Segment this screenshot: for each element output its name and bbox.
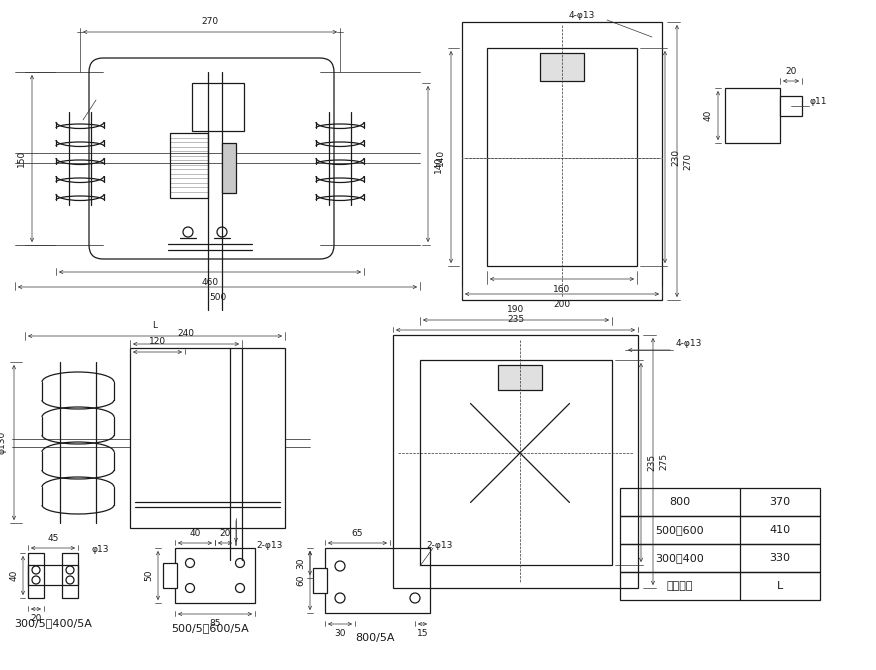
Circle shape (200, 94, 204, 100)
Text: 500: 500 (208, 293, 226, 302)
Text: 330: 330 (769, 553, 790, 563)
Text: 120: 120 (149, 337, 166, 346)
Text: φ13: φ13 (91, 545, 109, 555)
Circle shape (472, 34, 476, 36)
Text: 65: 65 (352, 529, 364, 538)
Text: 410: 410 (769, 525, 790, 535)
Bar (462, 22, 662, 300)
Text: 30: 30 (335, 629, 346, 638)
Text: 200: 200 (554, 300, 570, 309)
Bar (725, 88, 780, 143)
Bar (28, 553, 44, 598)
Bar (192, 83, 244, 131)
FancyBboxPatch shape (89, 58, 334, 259)
Bar (170, 133, 208, 198)
Text: L: L (777, 581, 783, 591)
Text: 190: 190 (507, 305, 525, 314)
Bar (498, 365, 542, 390)
Text: φ11: φ11 (810, 96, 828, 105)
Bar (620, 516, 820, 544)
Text: 270: 270 (201, 17, 219, 26)
Bar (28, 565, 78, 585)
Text: 15: 15 (417, 629, 428, 638)
Bar (325, 548, 430, 613)
Text: 235: 235 (507, 315, 524, 324)
Text: 40: 40 (10, 570, 19, 581)
Text: 370: 370 (769, 497, 790, 507)
Circle shape (621, 348, 625, 352)
Text: 230: 230 (671, 149, 680, 165)
Text: 240: 240 (178, 329, 194, 338)
Text: 150: 150 (17, 150, 26, 167)
Bar (420, 360, 612, 565)
Bar (487, 48, 637, 266)
Text: 20: 20 (219, 529, 230, 538)
Circle shape (648, 285, 652, 289)
Text: 270: 270 (683, 153, 692, 170)
Bar (130, 348, 285, 528)
Circle shape (406, 348, 410, 352)
Circle shape (472, 285, 476, 289)
Bar (175, 548, 255, 603)
Text: 一次电流: 一次电流 (667, 581, 693, 591)
Text: 235: 235 (647, 454, 656, 471)
Bar (620, 572, 820, 600)
Text: 4-φ13: 4-φ13 (569, 11, 595, 19)
Bar (313, 568, 327, 593)
Text: 275: 275 (659, 453, 668, 470)
Text: 20: 20 (31, 614, 42, 623)
Bar (620, 488, 820, 516)
Text: 30: 30 (296, 557, 305, 569)
Text: 4-φ13: 4-φ13 (676, 338, 703, 348)
Text: φ130: φ130 (0, 431, 7, 454)
Bar (780, 96, 802, 116)
Bar (393, 335, 638, 588)
Text: L: L (152, 321, 158, 330)
Text: 160: 160 (554, 285, 570, 294)
Ellipse shape (510, 428, 530, 478)
Text: 85: 85 (209, 619, 221, 628)
Text: 20: 20 (785, 67, 796, 76)
Text: 60: 60 (296, 575, 305, 586)
Bar (222, 143, 236, 193)
Bar (62, 553, 78, 598)
Circle shape (200, 115, 204, 119)
Text: 2-φ13: 2-φ13 (427, 541, 453, 549)
Bar (540, 53, 584, 81)
Text: 40: 40 (189, 529, 201, 538)
Text: 800/5A: 800/5A (356, 633, 395, 643)
Circle shape (230, 94, 236, 100)
Text: 50: 50 (144, 570, 153, 582)
Bar (620, 544, 820, 572)
Text: 40: 40 (704, 110, 713, 121)
Text: 500/5、600/5A: 500/5、600/5A (171, 623, 249, 633)
Text: 300、400: 300、400 (655, 553, 704, 563)
Circle shape (648, 34, 652, 36)
Circle shape (230, 115, 236, 119)
Ellipse shape (552, 130, 572, 186)
Text: 500、600: 500、600 (656, 525, 704, 535)
Text: 800: 800 (669, 497, 690, 507)
Circle shape (406, 571, 410, 575)
Text: 45: 45 (47, 534, 59, 543)
Text: 2-φ13: 2-φ13 (257, 541, 283, 549)
Text: 300/5、400/5A: 300/5、400/5A (14, 618, 92, 628)
Bar (163, 563, 177, 588)
Circle shape (621, 571, 625, 575)
Text: 460: 460 (201, 278, 219, 287)
Text: 140: 140 (434, 155, 443, 173)
Text: 140: 140 (436, 149, 445, 165)
